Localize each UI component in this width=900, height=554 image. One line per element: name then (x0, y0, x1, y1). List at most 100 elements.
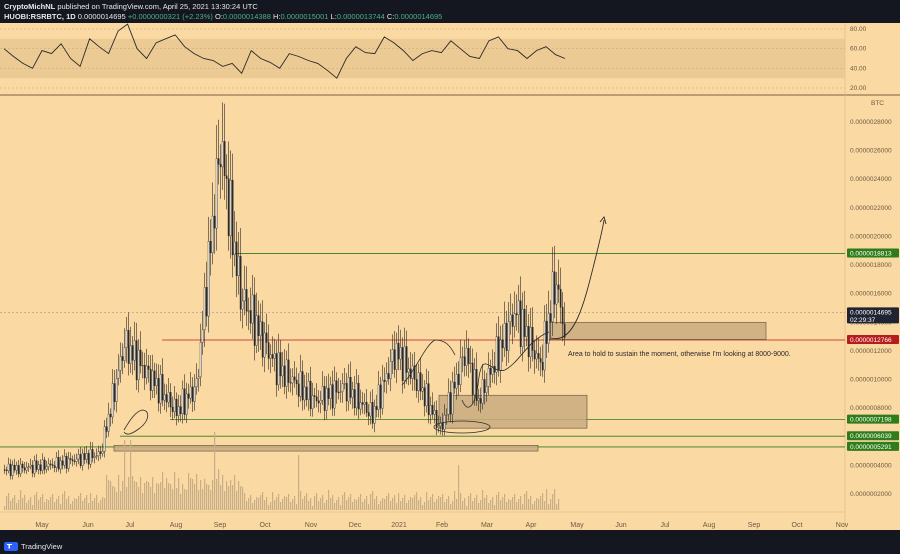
candle-up (269, 354, 272, 359)
price-tick-label: 0.0000028000 (850, 119, 892, 126)
volume-bar (320, 498, 322, 510)
volume-bar (10, 501, 12, 510)
volume-bar (268, 505, 270, 510)
volume-bar (240, 486, 242, 510)
volume-bar (370, 494, 372, 510)
candle-up (543, 320, 546, 371)
candle-up (241, 300, 244, 310)
candle-down (349, 377, 352, 398)
volume-bar (204, 479, 206, 510)
candle-up (425, 383, 428, 407)
close-label: C: (386, 12, 395, 21)
candle-down (471, 362, 474, 395)
volume-bar (272, 492, 274, 510)
volume-bar (478, 503, 480, 510)
candle-up (193, 386, 196, 402)
candle-up (325, 387, 328, 411)
candle-up (451, 381, 454, 415)
candle-up (259, 321, 262, 336)
candle-up (15, 465, 18, 471)
volume-bar (104, 498, 106, 510)
candle-up (199, 342, 202, 378)
candle-up (417, 372, 420, 392)
volume-bar (140, 477, 142, 510)
volume-bar (38, 500, 40, 510)
volume-bar (318, 501, 320, 510)
open-value: 0.0000014388 (222, 12, 271, 21)
price-tag-label: 0.0000007198 (850, 417, 892, 424)
volume-bar (80, 493, 82, 510)
volume-bar (316, 493, 318, 510)
candle-down (361, 402, 364, 405)
volume-bar (276, 497, 278, 510)
candle-up (237, 256, 240, 277)
volume-bar (126, 487, 128, 510)
volume-bar (132, 476, 134, 510)
candle-down (537, 353, 540, 359)
oscillator-band (0, 38, 845, 79)
candle-up (551, 271, 554, 323)
volume-bar (348, 497, 350, 510)
candle-up (407, 368, 410, 373)
volume-bar (184, 489, 186, 510)
volume-bar (522, 504, 524, 510)
candle-down (441, 422, 444, 430)
volume-bar (226, 481, 228, 510)
volume-bar (396, 503, 398, 510)
time-tick-label: Jul (661, 522, 670, 529)
volume-bar (308, 501, 310, 510)
candle-down (61, 460, 64, 466)
volume-bar (224, 491, 226, 510)
volume-bar (106, 475, 108, 510)
author-name[interactable]: CryptoMichNL (4, 2, 56, 11)
candle-down (357, 382, 360, 410)
candle-up (177, 406, 180, 416)
volume-bar (410, 497, 412, 510)
candle-up (45, 466, 48, 470)
volume-bar (82, 501, 84, 510)
candle-down (283, 365, 286, 387)
candle-down (541, 361, 544, 371)
candle-up (477, 398, 480, 401)
volume-bar (56, 499, 58, 510)
volume-bar (98, 503, 100, 510)
candle-down (99, 451, 102, 454)
candle-up (525, 326, 528, 337)
candle-up (75, 458, 78, 462)
candle-down (287, 359, 290, 383)
volume-bar (270, 502, 272, 510)
volume-bar (220, 485, 222, 510)
volume-bar (200, 480, 202, 510)
volume-bar (232, 485, 234, 510)
candle-down (179, 406, 182, 415)
price-tag-label: 0.0000012766 (850, 337, 892, 344)
volume-bar (238, 481, 240, 510)
candle-up (359, 402, 362, 410)
volume-bar (110, 481, 112, 510)
volume-bar (462, 501, 464, 510)
candle-up (123, 347, 126, 361)
volume-bar (448, 496, 450, 510)
volume-bar (152, 477, 154, 510)
oscillator-tick-label: 60.00 (850, 46, 867, 53)
candle-up (285, 359, 288, 387)
candle-down (413, 365, 416, 380)
volume-bar (342, 495, 344, 510)
price-tick-label: 0.0000004000 (850, 462, 892, 469)
candle-down (405, 346, 408, 373)
high-label: H: (272, 12, 281, 21)
candle-down (371, 402, 374, 424)
volume-bar (178, 478, 180, 510)
volume-bar (358, 497, 360, 510)
candle-down (337, 391, 340, 394)
volume-bar (288, 494, 290, 510)
price-tick-label: 0.0000026000 (850, 148, 892, 155)
volume-bar (4, 506, 6, 510)
volume-bar (458, 465, 460, 510)
candle-up (151, 370, 154, 391)
volume-bar (442, 494, 444, 510)
volume-bar (386, 496, 388, 510)
candle-up (513, 313, 516, 327)
candle-down (431, 405, 434, 415)
